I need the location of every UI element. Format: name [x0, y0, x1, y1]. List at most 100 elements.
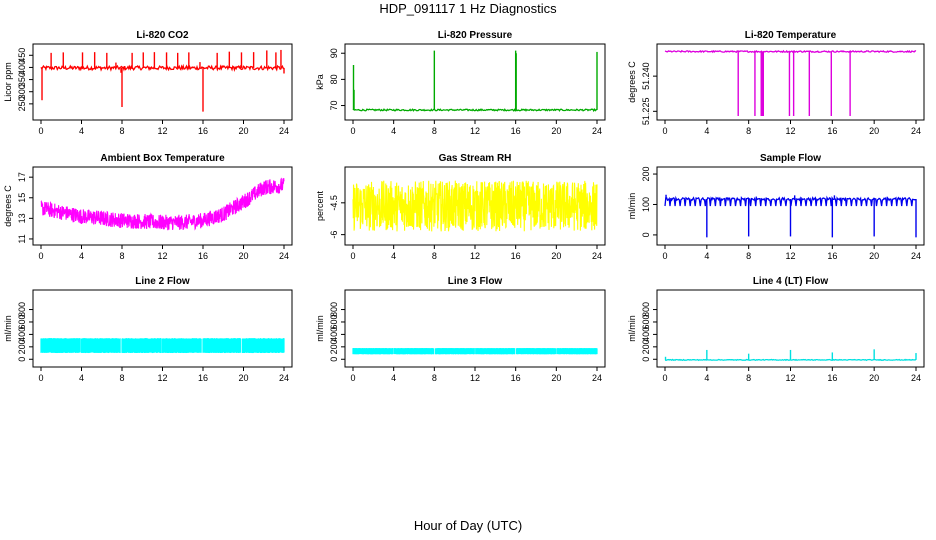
panel-title: Sample Flow	[760, 153, 821, 164]
y-tick-label: 11	[17, 234, 27, 243]
x-tick-label: 4	[391, 126, 396, 136]
y-tick-label: 250	[17, 96, 27, 111]
series	[664, 194, 917, 238]
y-axis-label: kPa	[315, 74, 325, 90]
panel-title: Line 4 (LT) Flow	[753, 276, 829, 287]
series	[352, 180, 598, 232]
x-tick-label: 8	[746, 373, 751, 383]
y-tick-label: 600	[641, 314, 651, 329]
x-tick-label: 20	[869, 373, 879, 383]
y-axis-label: Licor ppm	[3, 62, 13, 102]
x-tick-label: 12	[470, 126, 480, 136]
y-tick-label: 800	[641, 302, 651, 317]
x-tick-label: 16	[827, 126, 837, 136]
x-tick-label: 8	[432, 251, 437, 261]
x-tick-label: 24	[592, 373, 602, 383]
x-tick-label: 12	[157, 251, 167, 261]
x-tick-label: 16	[198, 251, 208, 261]
x-tick-label: 0	[662, 373, 667, 383]
panel-9: Line 4 (LT) Flow ml/min 0 4 8 12 16 20 24 0 200400…	[627, 276, 925, 383]
x-tick-label: 8	[432, 126, 437, 136]
x-tick-label: 4	[79, 126, 84, 136]
panel-title: Line 2 Flow	[135, 276, 190, 287]
y-tick-label: 0	[641, 357, 651, 362]
y-axis-label: ml/min	[627, 315, 637, 342]
x-tick-label: 0	[38, 373, 43, 383]
x-tick-label: 4	[391, 251, 396, 261]
x-tick-label: 0	[350, 126, 355, 136]
y-tick-label: 200	[641, 167, 651, 182]
y-tick-label: 51.240	[641, 62, 651, 90]
x-tick-label: 20	[551, 373, 561, 383]
y-axis-label: degrees C	[627, 61, 637, 103]
x-tick-label: 16	[827, 373, 837, 383]
x-tick-label: 20	[238, 373, 248, 383]
x-tick-label: 24	[911, 126, 921, 136]
x-tick-label: 4	[704, 126, 709, 136]
panel-6: Sample Flow ml/min 0 4 8 12 16 20 24 0 100 200	[627, 153, 925, 261]
y-tick-label: 80	[329, 74, 339, 84]
y-tick-label: 0	[641, 232, 651, 237]
y-tick-label: -6	[329, 231, 339, 239]
x-tick-label: 0	[662, 251, 667, 261]
panel-5: Gas Stream RH percent 0 4 8 12 16 20 24 -6 -4.5	[315, 153, 606, 261]
x-tick-label: 20	[869, 126, 879, 136]
x-tick-label: 24	[279, 126, 289, 136]
x-tick-label: 4	[704, 373, 709, 383]
x-tick-label: 12	[785, 373, 795, 383]
panel-7: Line 2 Flow ml/min 0 4 8 12 16 20 24 0 20040060080…	[3, 276, 293, 383]
panel-title: Li-820 Pressure	[438, 30, 513, 41]
x-tick-label: 16	[198, 373, 208, 383]
x-tick-label: 16	[511, 251, 521, 261]
panel-title: Li-820 CO2	[136, 30, 189, 41]
x-tick-label: 0	[38, 126, 43, 136]
series-line	[40, 177, 285, 231]
y-tick-label: 90	[329, 48, 339, 58]
y-tick-label: 100	[641, 197, 651, 212]
panel-title: Gas Stream RH	[439, 153, 512, 164]
y-tick-label: 800	[329, 302, 339, 317]
x-tick-label: 24	[279, 373, 289, 383]
y-tick-label: 70	[329, 101, 339, 111]
x-tick-label: 4	[704, 251, 709, 261]
x-tick-label: 8	[746, 126, 751, 136]
y-tick-label: 13	[17, 213, 27, 223]
y-tick-label: 15	[17, 193, 27, 203]
x-tick-label: 12	[785, 126, 795, 136]
panel-3: Li-820 Temperature degrees C 0 4 8 12 16 20 24 51…	[627, 30, 925, 136]
x-tick-label: 20	[551, 251, 561, 261]
x-tick-label: 8	[746, 251, 751, 261]
y-tick-label: 0	[329, 357, 339, 362]
panel-title: Ambient Box Temperature	[100, 153, 225, 164]
x-tick-label: 4	[391, 373, 396, 383]
series-line	[664, 49, 917, 54]
x-tick-label: 12	[157, 373, 167, 383]
panel-4: Ambient Box Temperature degrees C 0 4 8 12 16 2…	[3, 153, 293, 261]
x-tick-label: 8	[119, 251, 124, 261]
y-tick-label: 350	[17, 72, 27, 87]
figure-title: HDP_091117 1 Hz Diagnostics	[379, 1, 557, 16]
x-tick-label: 12	[470, 251, 480, 261]
x-tick-label: 20	[869, 251, 879, 261]
x-tick-label: 8	[119, 126, 124, 136]
y-tick-label: 400	[641, 327, 651, 342]
plot-frame	[656, 43, 925, 121]
y-tick-label: 600	[17, 314, 27, 329]
x-tick-label: 16	[198, 126, 208, 136]
plot-frame	[32, 166, 293, 246]
panel-8: Line 3 Flow ml/min 0 4 8 12 16 20 24 0 20040060080…	[315, 276, 606, 383]
x-tick-label: 20	[238, 251, 248, 261]
y-tick-label: 0	[17, 357, 27, 362]
series	[40, 177, 285, 231]
y-tick-label: 51.225	[641, 98, 651, 126]
y-axis-label: ml/min	[315, 315, 325, 342]
plot-frame	[32, 289, 293, 368]
series	[352, 50, 598, 113]
x-tick-label: 12	[470, 373, 480, 383]
y-tick-label: 300	[17, 84, 27, 99]
x-tick-label: 12	[157, 126, 167, 136]
x-tick-label: 0	[38, 251, 43, 261]
panel-2: Li-820 Pressure kPa 0 4 8 12 16 20 24 70 80 90	[315, 30, 606, 136]
